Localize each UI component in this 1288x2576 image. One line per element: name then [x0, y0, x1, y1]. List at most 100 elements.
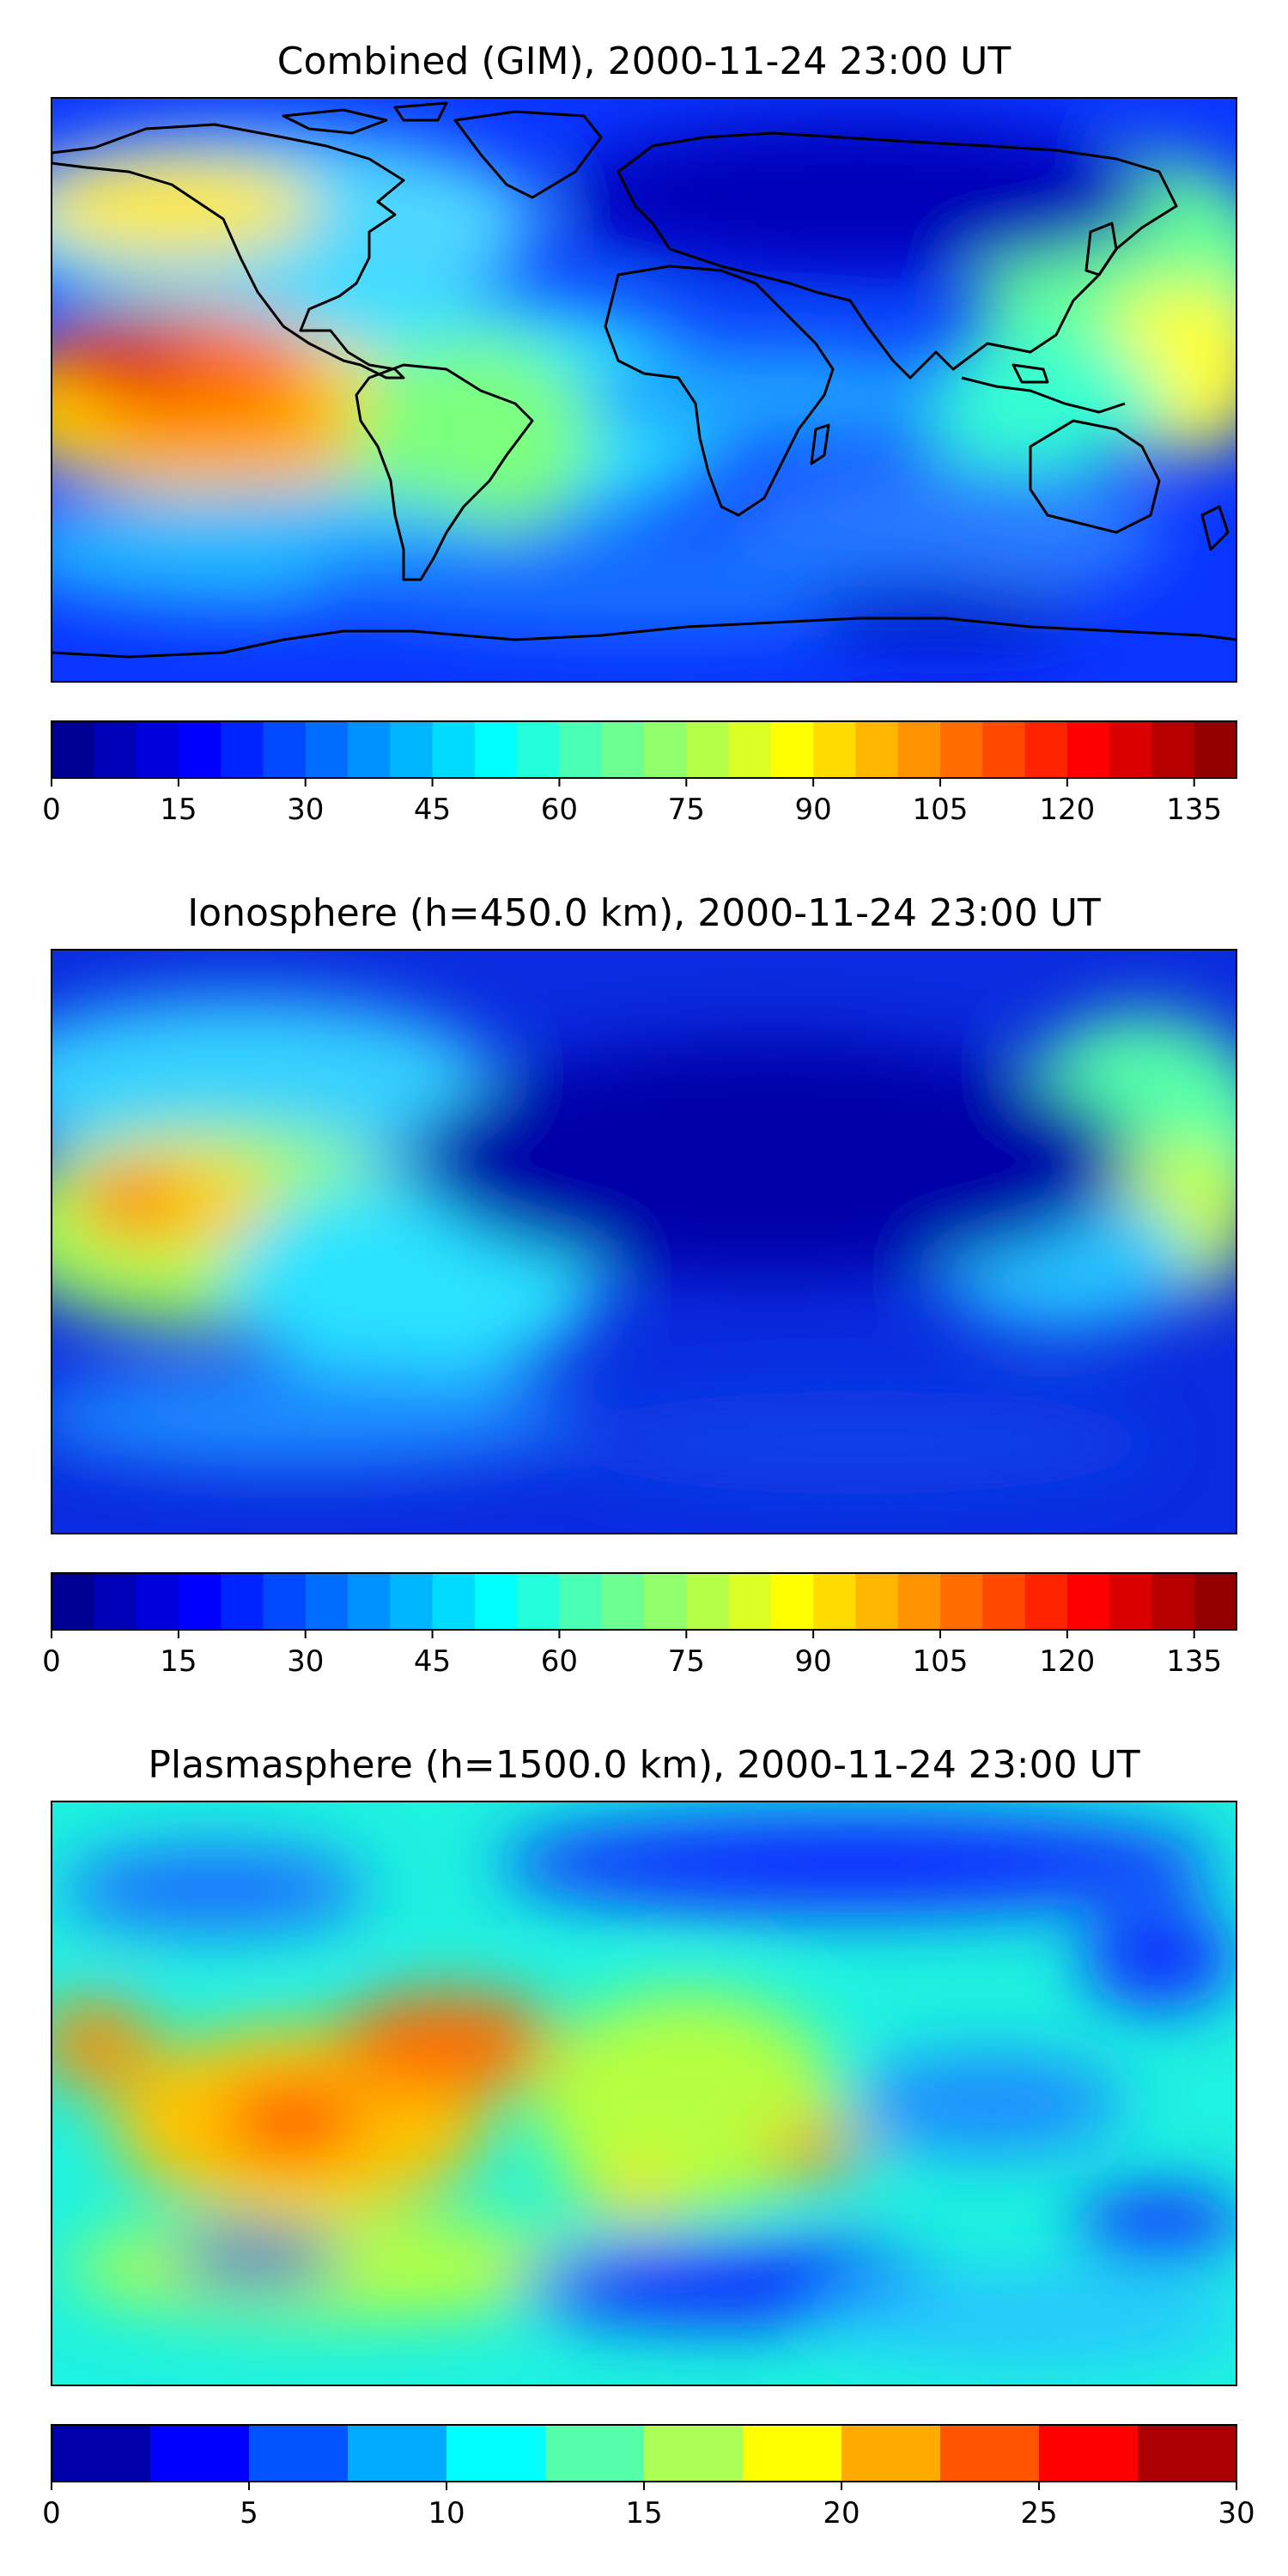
colorbar-tick-label: 90 [795, 793, 832, 827]
colorbar-bin [1138, 2425, 1237, 2482]
field-blob [223, 2087, 361, 2155]
colorbar-bin [305, 721, 349, 778]
colorbar-bin [940, 1573, 983, 1630]
colorbar-ticks: 0 5 10 15 20 25 30 [42, 2482, 1255, 2530]
colorbar-frame [51, 1572, 1237, 1631]
coastline-new-zealand [1200, 505, 1230, 551]
colorbar-bin [686, 721, 730, 778]
field-blob [172, 2233, 343, 2284]
colorbar-bin [474, 1573, 518, 1630]
colorbar: 0 15 30 45 60 75 90 105 120 135 [42, 1572, 1237, 1679]
colorbar-tick-label: 60 [541, 1644, 578, 1679]
coastline-japan [1084, 222, 1118, 276]
coastline-south-america [355, 363, 534, 581]
colorbar-tick-label: 15 [160, 1644, 197, 1679]
colorbar-bin [150, 2425, 250, 2482]
field-blob [1073, 2190, 1236, 2258]
colorbar-bin [1194, 721, 1237, 778]
colorbar-tick-label: 75 [668, 793, 705, 827]
colorbar-tick-label: 5 [240, 2496, 258, 2530]
colorbar-bin [770, 721, 814, 778]
colorbar-bin [601, 1573, 645, 1630]
colorbar-bin [644, 1573, 687, 1630]
colorbar-bin [517, 1573, 561, 1630]
colorbar-tick-label: 75 [668, 1644, 705, 1679]
field-blob [52, 996, 498, 1168]
colorbar-bin [982, 721, 1026, 778]
colorbar-bin [1066, 721, 1110, 778]
field-blob [1082, 1906, 1236, 2009]
colorbar-bin [432, 1573, 476, 1630]
colorbar-tick-label: 15 [625, 2496, 662, 2530]
field-blob [764, 2125, 867, 2177]
colorbar-bin [136, 721, 179, 778]
panel-plasmasphere: Plasmasphere (h=1500.0 km), 2000-11-24 2… [42, 1743, 1255, 2530]
colorbar-tick-label: 120 [1039, 793, 1095, 827]
colorbar-tick-label: 135 [1166, 793, 1222, 827]
colorbar-bin [52, 2425, 151, 2482]
coastline-antarctica [52, 617, 1236, 659]
colorbar-bin [1151, 1573, 1195, 1630]
colorbar-bin [390, 721, 434, 778]
colorbar-bin [263, 721, 307, 778]
colorbar-bin [644, 2425, 744, 2482]
colorbar-bin [770, 1573, 814, 1630]
colorbar-bin [855, 721, 899, 778]
colorbar-tick-label: 135 [1166, 1644, 1222, 1679]
map-field [52, 950, 1236, 1534]
colorbar-bin [982, 1573, 1026, 1630]
colorbar-bin [559, 1573, 603, 1630]
colorbar-bin [447, 2425, 546, 2482]
field-blob [52, 2001, 155, 2087]
colorbar-bin [94, 1573, 137, 1630]
colorbar-tick-label: 90 [795, 1644, 832, 1679]
colorbar-bin [743, 2425, 842, 2482]
field-blob [412, 1039, 1133, 1279]
colorbar-bin [813, 1573, 857, 1630]
colorbar-ticks: 0 15 30 45 60 75 90 105 120 135 [42, 778, 1222, 827]
colorbar-bin [897, 1573, 941, 1630]
colorbar-bin [601, 721, 645, 778]
coastline-eurasia [617, 131, 1178, 380]
panel-title: Ionosphere (h=450.0 km), 2000-11-24 23:0… [187, 891, 1101, 935]
panel-title: Plasmasphere (h=1500.0 km), 2000-11-24 2… [148, 1743, 1139, 1787]
coastline-australia [1029, 419, 1161, 534]
colorbar-bin [940, 2425, 1040, 2482]
colorbar-bin [855, 1573, 899, 1630]
field-blob [94, 399, 352, 468]
colorbar-bin [249, 2425, 349, 2482]
colorbar-bin [178, 721, 222, 778]
colorbar-tick-label: 45 [414, 1644, 451, 1679]
colorbar-bin [841, 2425, 941, 2482]
field-blob [52, 155, 318, 258]
colorbar-tick-label: 10 [428, 2496, 465, 2530]
colorbar-bin [1109, 721, 1153, 778]
colorbar-bin [1066, 1573, 1110, 1630]
colorbar-bin [432, 721, 476, 778]
field-blob [532, 1992, 841, 2215]
field-blob [850, 2052, 1125, 2155]
coastline-greenland [453, 110, 603, 199]
colorbar-bin [559, 721, 603, 778]
map-frame [51, 97, 1237, 683]
colorbar-bin [94, 721, 137, 778]
colorbar-tick-label: 60 [541, 793, 578, 827]
colorbar-tick-label: 45 [414, 793, 451, 827]
colorbar-tick-label: 105 [913, 1644, 969, 1679]
field-blob [352, 335, 592, 541]
coastline-africa [604, 264, 835, 517]
colorbar-bin [52, 1573, 94, 1630]
colorbar-tick-label: 30 [1218, 2496, 1255, 2530]
colorbar-bin [728, 721, 772, 778]
coastline-madagascar [810, 423, 830, 465]
colorbar-bin [545, 2425, 645, 2482]
panel-ionosphere: Ionosphere (h=450.0 km), 2000-11-24 23:0… [42, 891, 1237, 1679]
field-blob [77, 1172, 180, 1224]
coastline-north-america [52, 123, 405, 380]
colorbar-ticks: 0 15 30 45 60 75 90 105 120 135 [42, 1630, 1222, 1679]
colorbar-bin [1151, 721, 1195, 778]
colorbar-bin [52, 721, 94, 778]
colorbar-bin [136, 1573, 179, 1630]
colorbar-bin [305, 1573, 349, 1630]
colorbar-tick-label: 120 [1039, 1644, 1095, 1679]
